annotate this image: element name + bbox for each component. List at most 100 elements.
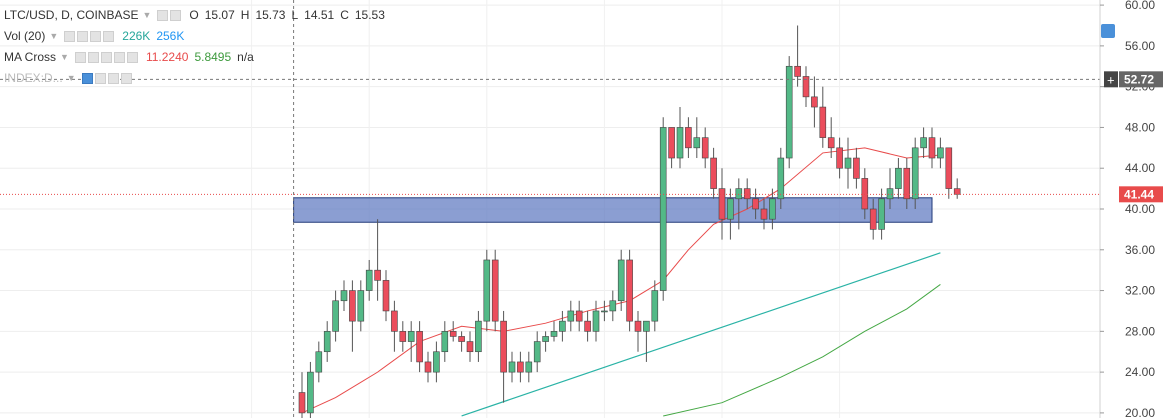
candle	[819, 86, 827, 148]
close-icon[interactable]	[126, 51, 138, 63]
candle	[517, 351, 524, 383]
gear-icon[interactable]	[77, 30, 89, 42]
candle	[945, 147, 953, 199]
open-label: O	[189, 8, 199, 22]
candle	[365, 259, 373, 301]
candle	[878, 188, 885, 240]
candle-body	[920, 137, 927, 149]
symbol-legend: LTC/USD, D, COINBASE ▼ O 15.07 H 15.73 L…	[4, 8, 391, 22]
candle	[458, 331, 465, 352]
candle-body	[794, 65, 801, 77]
eye-icon[interactable]	[157, 9, 169, 21]
candle-body	[953, 188, 961, 195]
price-tick-label: 32.00	[1125, 284, 1155, 298]
candle	[483, 249, 491, 332]
open-value: 15.07	[204, 8, 235, 22]
plus-icon[interactable]	[90, 30, 102, 42]
candle	[315, 341, 323, 383]
gear-icon[interactable]	[87, 51, 99, 63]
price-tick-label: 28.00	[1125, 324, 1155, 338]
candle	[584, 310, 591, 342]
volume-title[interactable]: Vol (20)	[4, 29, 46, 43]
candle-body	[550, 331, 558, 337]
candle-body	[643, 320, 650, 332]
current-price-badge	[1119, 186, 1163, 203]
candle-body	[895, 167, 902, 189]
candle-body	[735, 188, 743, 200]
candle	[374, 219, 381, 301]
chevron-down-icon[interactable]: ▼	[142, 10, 152, 20]
chevron-down-icon[interactable]: ▼	[49, 31, 59, 41]
candle-body	[651, 290, 659, 322]
candle-body	[315, 351, 323, 373]
candle-body	[382, 280, 390, 312]
candle	[743, 178, 751, 209]
candle	[634, 310, 642, 352]
close-icon[interactable]	[120, 72, 132, 84]
candle-body	[332, 300, 339, 332]
candle	[609, 290, 617, 322]
candle-body	[466, 341, 474, 353]
candle	[752, 188, 759, 220]
candle	[441, 321, 449, 362]
ma-slow-line	[663, 284, 941, 417]
candle	[407, 321, 415, 362]
candle-body	[710, 157, 717, 189]
overlays	[0, 0, 1100, 418]
low-value: 14.51	[304, 8, 335, 22]
add-icon	[1104, 71, 1118, 88]
eye-icon[interactable]	[81, 72, 93, 84]
support-zone[interactable]	[293, 197, 933, 223]
candle-body	[399, 331, 407, 342]
candle	[391, 300, 398, 352]
candle-body	[433, 351, 440, 373]
candle-body	[945, 147, 953, 189]
candle	[466, 331, 474, 362]
candle-body	[340, 290, 348, 302]
close-icon[interactable]	[103, 30, 115, 42]
close-value: 15.53	[354, 8, 385, 22]
candle	[693, 117, 701, 159]
index-title[interactable]: INDEX:D...	[4, 71, 63, 85]
symbol-title[interactable]: LTC/USD, D, COINBASE	[4, 8, 139, 22]
code-icon[interactable]	[107, 72, 119, 84]
candle	[886, 168, 894, 209]
candle-body	[760, 208, 768, 220]
candle	[953, 178, 961, 199]
ma-cross-title[interactable]: MA Cross	[4, 50, 57, 64]
support-zone-rect	[293, 197, 933, 223]
candle	[508, 351, 516, 383]
candle-body	[365, 269, 373, 291]
candle	[307, 361, 314, 418]
price-tick-label: 36.00	[1125, 243, 1155, 257]
candle-body	[542, 336, 549, 342]
candle	[617, 249, 625, 311]
plus-icon[interactable]	[113, 51, 125, 63]
candle-body	[811, 96, 818, 108]
gear-icon[interactable]	[170, 9, 182, 21]
price-axis[interactable]: 60.0056.0052.0048.0044.0040.0036.0032.00…	[1099, 0, 1163, 418]
eye-icon[interactable]	[64, 30, 76, 42]
candle-body	[634, 320, 642, 332]
candle-body	[416, 331, 423, 363]
indicator-lines	[301, 147, 941, 417]
price-tick-label: 56.00	[1125, 39, 1155, 53]
code-icon[interactable]	[100, 51, 112, 63]
candle-body	[449, 331, 457, 337]
eye-icon[interactable]	[74, 51, 86, 63]
candle-body	[659, 127, 667, 291]
candle	[475, 310, 482, 362]
chevron-down-icon[interactable]: ▼	[66, 73, 76, 83]
volume-value-1: 226K	[122, 29, 151, 43]
candle-body	[601, 310, 608, 313]
candle	[542, 331, 549, 352]
volume-legend: Vol (20) ▼ 226K 256K	[4, 29, 190, 43]
chevron-down-icon[interactable]: ▼	[60, 52, 69, 62]
gear-icon[interactable]	[94, 72, 106, 84]
add-icon-glyph: +	[1107, 72, 1115, 87]
price-tick-label: 48.00	[1125, 120, 1155, 134]
candle	[559, 310, 566, 342]
candle	[760, 198, 768, 230]
candle	[769, 188, 776, 230]
